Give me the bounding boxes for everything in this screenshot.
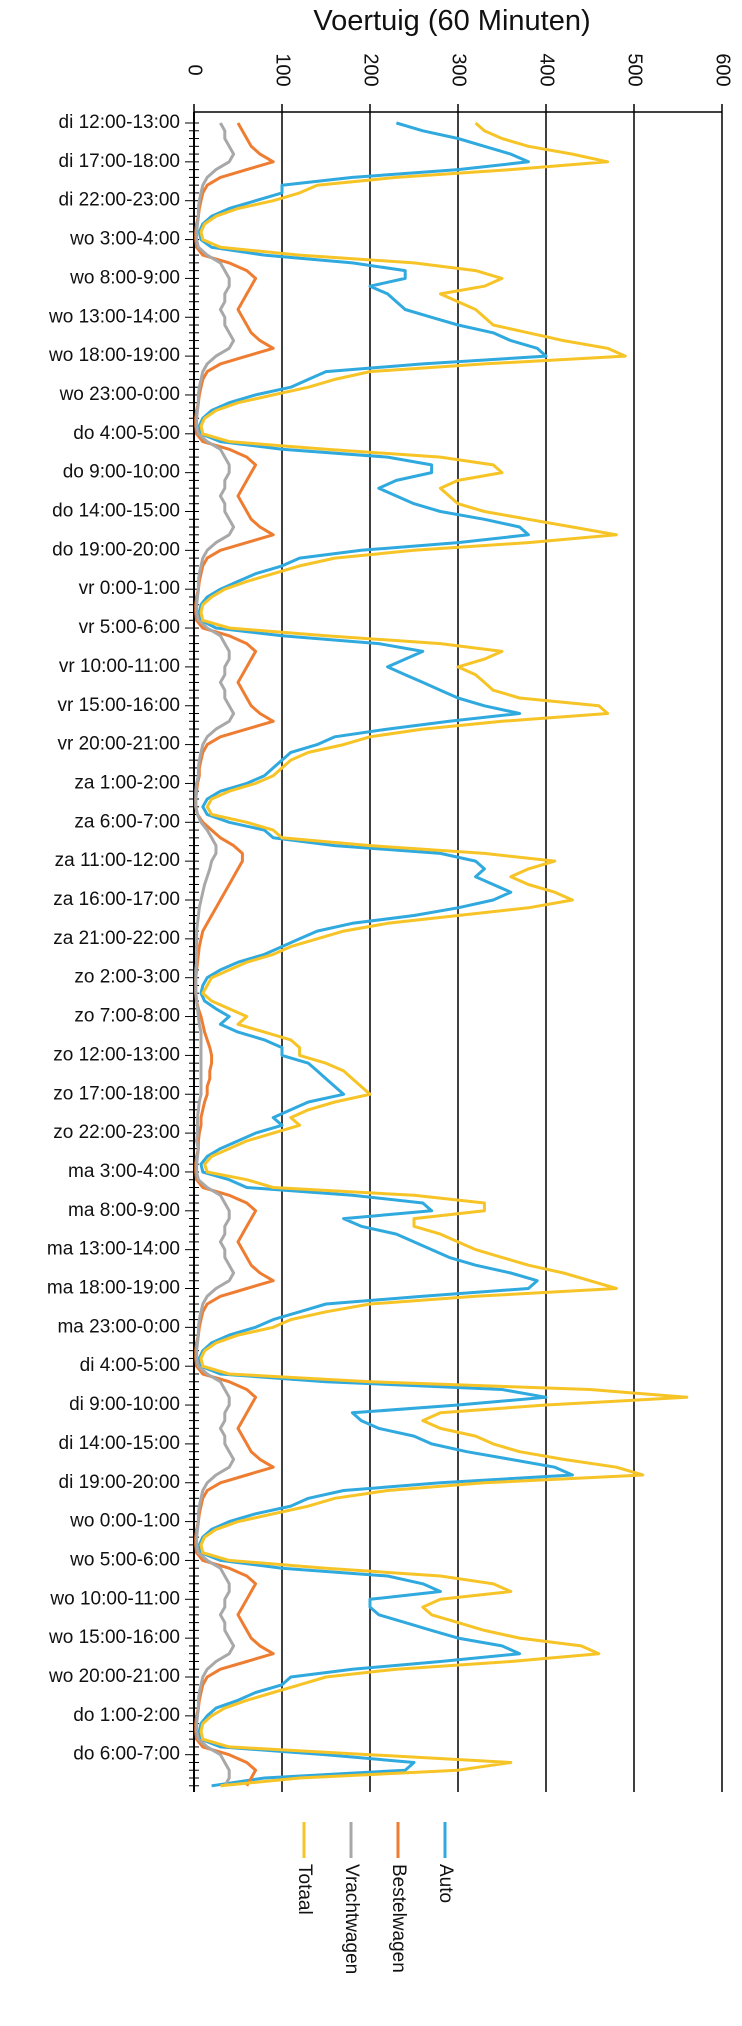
- x-tick-label: 600: [712, 53, 734, 86]
- x-tick-label: 0: [184, 64, 206, 75]
- y-tick-label: ma 3:00-4:00: [68, 1161, 180, 1182]
- y-tick-label: do 9:00-10:00: [63, 462, 180, 483]
- y-tick-label: vr 5:00-6:00: [79, 617, 180, 638]
- y-tick-label: vr 15:00-16:00: [57, 695, 180, 716]
- y-tick-label: za 11:00-12:00: [55, 850, 180, 871]
- x-tick-label: 400: [536, 53, 558, 86]
- y-tick-label: di 9:00-10:00: [69, 1394, 180, 1415]
- legend-label: Vrachtwagen: [341, 1864, 362, 1974]
- y-tick-label: wo 10:00-11:00: [49, 1588, 180, 1609]
- y-tick-label: wo 20:00-21:00: [48, 1666, 180, 1687]
- y-tick-label: di 4:00-5:00: [80, 1355, 180, 1376]
- y-tick-label: do 6:00-7:00: [73, 1744, 180, 1765]
- y-tick-label: do 1:00-2:00: [73, 1705, 180, 1726]
- y-tick-label: di 19:00-20:00: [59, 1472, 181, 1493]
- y-tick-label: wo 3:00-4:00: [69, 229, 180, 250]
- y-tick-label: zo 17:00-18:00: [53, 1083, 180, 1104]
- y-tick-label: vr 0:00-1:00: [79, 578, 180, 599]
- legend-label: Totaal: [294, 1864, 315, 1915]
- y-tick-label: ma 18:00-19:00: [47, 1278, 180, 1299]
- chart-title: Voertuig (60 Minuten): [313, 5, 590, 37]
- y-tick-label: wo 5:00-6:00: [69, 1549, 180, 1570]
- y-tick-label: di 22:00-23:00: [59, 190, 181, 211]
- y-tick-label: vr 10:00-11:00: [59, 656, 180, 677]
- y-tick-label: zo 12:00-13:00: [53, 1044, 180, 1065]
- y-tick-label: za 21:00-22:00: [53, 928, 180, 949]
- x-tick-label: 300: [448, 53, 470, 86]
- y-tick-label: za 6:00-7:00: [74, 811, 180, 832]
- y-tick-label: zo 22:00-23:00: [53, 1122, 180, 1143]
- x-tick-label: 200: [360, 53, 382, 86]
- y-tick-label: wo 0:00-1:00: [69, 1511, 180, 1532]
- legend-label: Bestelwagen: [388, 1864, 409, 1973]
- y-tick-label: di 17:00-18:00: [59, 151, 181, 172]
- x-tick-label: 500: [624, 53, 646, 86]
- y-tick-label: di 12:00-13:00: [59, 112, 181, 133]
- y-tick-label: ma 13:00-14:00: [47, 1239, 180, 1260]
- series-line: [199, 121, 689, 1788]
- y-tick-label: za 16:00-17:00: [53, 889, 180, 910]
- y-tick-label: wo 18:00-19:00: [48, 345, 180, 366]
- y-tick-label: wo 23:00-0:00: [59, 384, 180, 405]
- legend-label: Auto: [435, 1864, 456, 1903]
- y-tick-label: zo 2:00-3:00: [74, 967, 180, 988]
- y-tick-label: zo 7:00-8:00: [74, 1006, 180, 1027]
- y-tick-label: wo 13:00-14:00: [48, 306, 180, 327]
- series-line: [197, 121, 574, 1788]
- y-tick-label: di 14:00-15:00: [59, 1433, 181, 1454]
- y-tick-label: do 4:00-5:00: [73, 423, 180, 444]
- y-tick-label: do 19:00-20:00: [52, 539, 180, 560]
- y-tick-label: do 14:00-15:00: [52, 501, 180, 522]
- y-tick-label: wo 8:00-9:00: [69, 267, 180, 288]
- series-line: [194, 122, 236, 1787]
- x-tick-label: 100: [272, 53, 294, 86]
- y-tick-label: vr 20:00-21:00: [57, 734, 180, 755]
- y-tick-label: ma 8:00-9:00: [68, 1200, 180, 1221]
- y-tick-label: za 1:00-2:00: [74, 772, 180, 793]
- y-tick-label: wo 15:00-16:00: [48, 1627, 180, 1648]
- y-tick-label: ma 23:00-0:00: [57, 1316, 180, 1337]
